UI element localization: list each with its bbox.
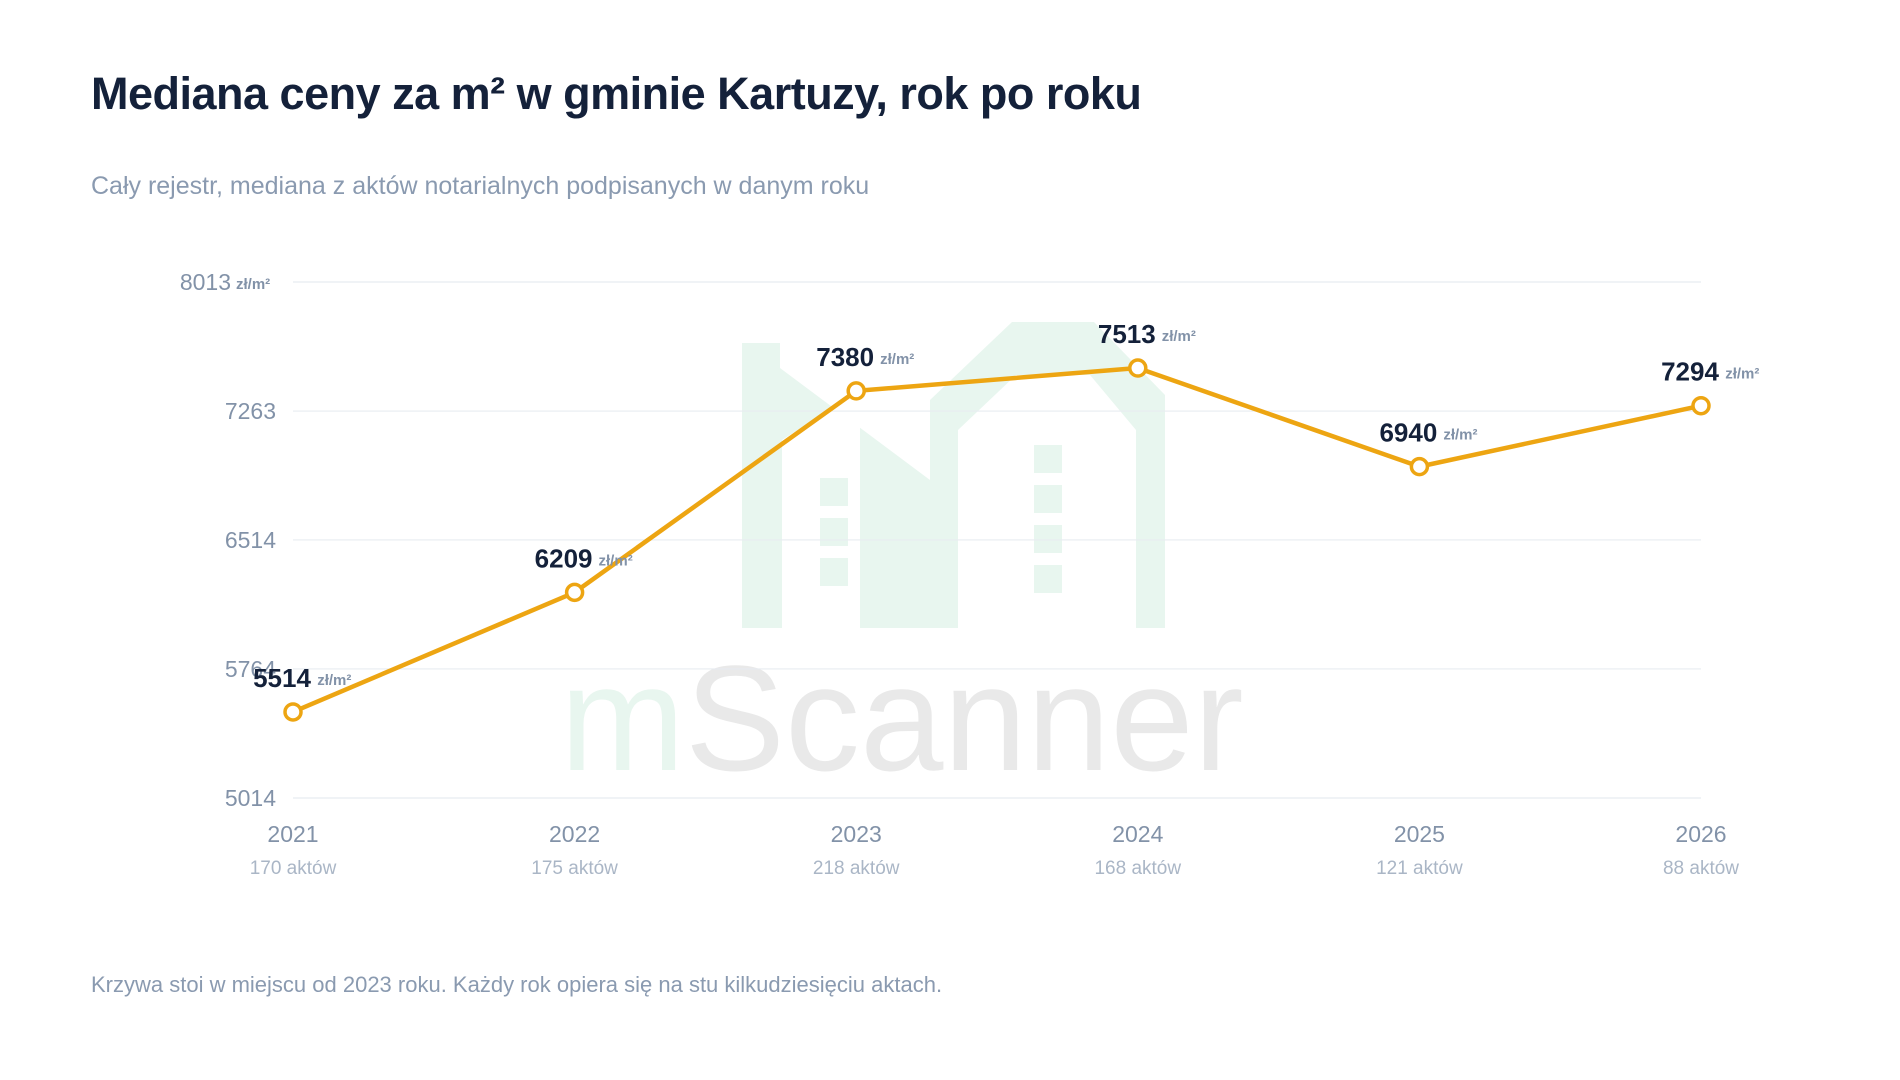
y-tick-label: 5764: [225, 656, 276, 682]
data-label: 7294: [1661, 357, 1719, 387]
data-label: 7380: [816, 342, 874, 372]
data-label-unit: zł/m²: [1725, 366, 1759, 383]
data-label-unit: zł/m²: [1443, 427, 1477, 444]
watermark-logo: mScanner: [560, 322, 1244, 802]
watermark-window: [1034, 445, 1062, 473]
watermark-text-scanner: Scanner: [685, 634, 1244, 802]
series-line: [283, 358, 1711, 722]
y-tick-label: 8013: [180, 269, 231, 295]
x-count-label: 88 aktów: [1663, 858, 1739, 879]
watermark-window: [820, 518, 848, 546]
page-title: Mediana ceny za m² w gminie Kartuzy, rok…: [91, 68, 1142, 119]
data-label-unit: zł/m²: [599, 552, 633, 569]
x-count-label: 121 aktów: [1376, 858, 1463, 879]
watermark-window: [1034, 565, 1062, 593]
data-label-unit: zł/m²: [317, 672, 351, 689]
footer-note: Krzywa stoi w miejscu od 2023 roku. Każd…: [91, 972, 943, 997]
y-unit-label: zł/m²: [236, 276, 270, 293]
data-point: [1691, 395, 1711, 416]
x-count-label: 168 aktów: [1094, 858, 1181, 879]
watermark-text-m: m: [560, 634, 685, 802]
page-subtitle: Cały rejestr, mediana z aktów notarialny…: [91, 172, 870, 200]
watermark-window: [870, 478, 898, 506]
x-tick-label: 2023: [831, 821, 882, 847]
watermark-window: [870, 558, 898, 586]
y-tick-label: 6514: [225, 527, 276, 553]
data-point: [1128, 358, 1148, 378]
data-point: [283, 702, 303, 722]
watermark-window: [1034, 525, 1062, 553]
x-axis: 2021 170 aktów 2022 175 aktów 2023 218 aktów 2…: [250, 821, 1740, 879]
data-label-unit: zł/m²: [880, 351, 914, 368]
x-count-label: 170 aktów: [250, 858, 337, 879]
data-point: [1409, 456, 1430, 477]
data-point: [846, 381, 866, 401]
x-tick-label: 2021: [267, 821, 318, 847]
data-label: 6209: [535, 543, 593, 573]
data-labels: 5514 zł/m² 6209 zł/m² 7380 zł/m² 7513 zł/m² 6940…: [253, 319, 1759, 693]
data-label: 7513: [1098, 319, 1156, 349]
y-tick-label: 7263: [225, 398, 276, 424]
x-tick-label: 2025: [1394, 821, 1445, 847]
watermark-window: [1034, 485, 1062, 513]
y-tick-label: 5014: [225, 785, 276, 811]
x-count-label: 218 aktów: [813, 858, 900, 879]
watermark-window: [820, 478, 848, 506]
y-axis: 5014 5764 6514 7263 8013 zł/m²: [180, 269, 276, 811]
data-label-unit: zł/m²: [1162, 328, 1196, 345]
x-tick-label: 2024: [1112, 821, 1163, 847]
watermark-text: mScanner: [560, 634, 1244, 802]
x-tick-label: 2026: [1675, 821, 1726, 847]
x-count-label: 175 aktów: [531, 858, 618, 879]
x-tick-label: 2022: [549, 821, 600, 847]
data-label: 6940: [1379, 418, 1437, 448]
grid-lines: [293, 281, 1701, 799]
data-label: 5514: [253, 663, 311, 693]
data-point: [564, 582, 585, 603]
series-path: [290, 365, 1704, 715]
watermark-window: [870, 518, 898, 546]
watermark-window: [820, 558, 848, 586]
